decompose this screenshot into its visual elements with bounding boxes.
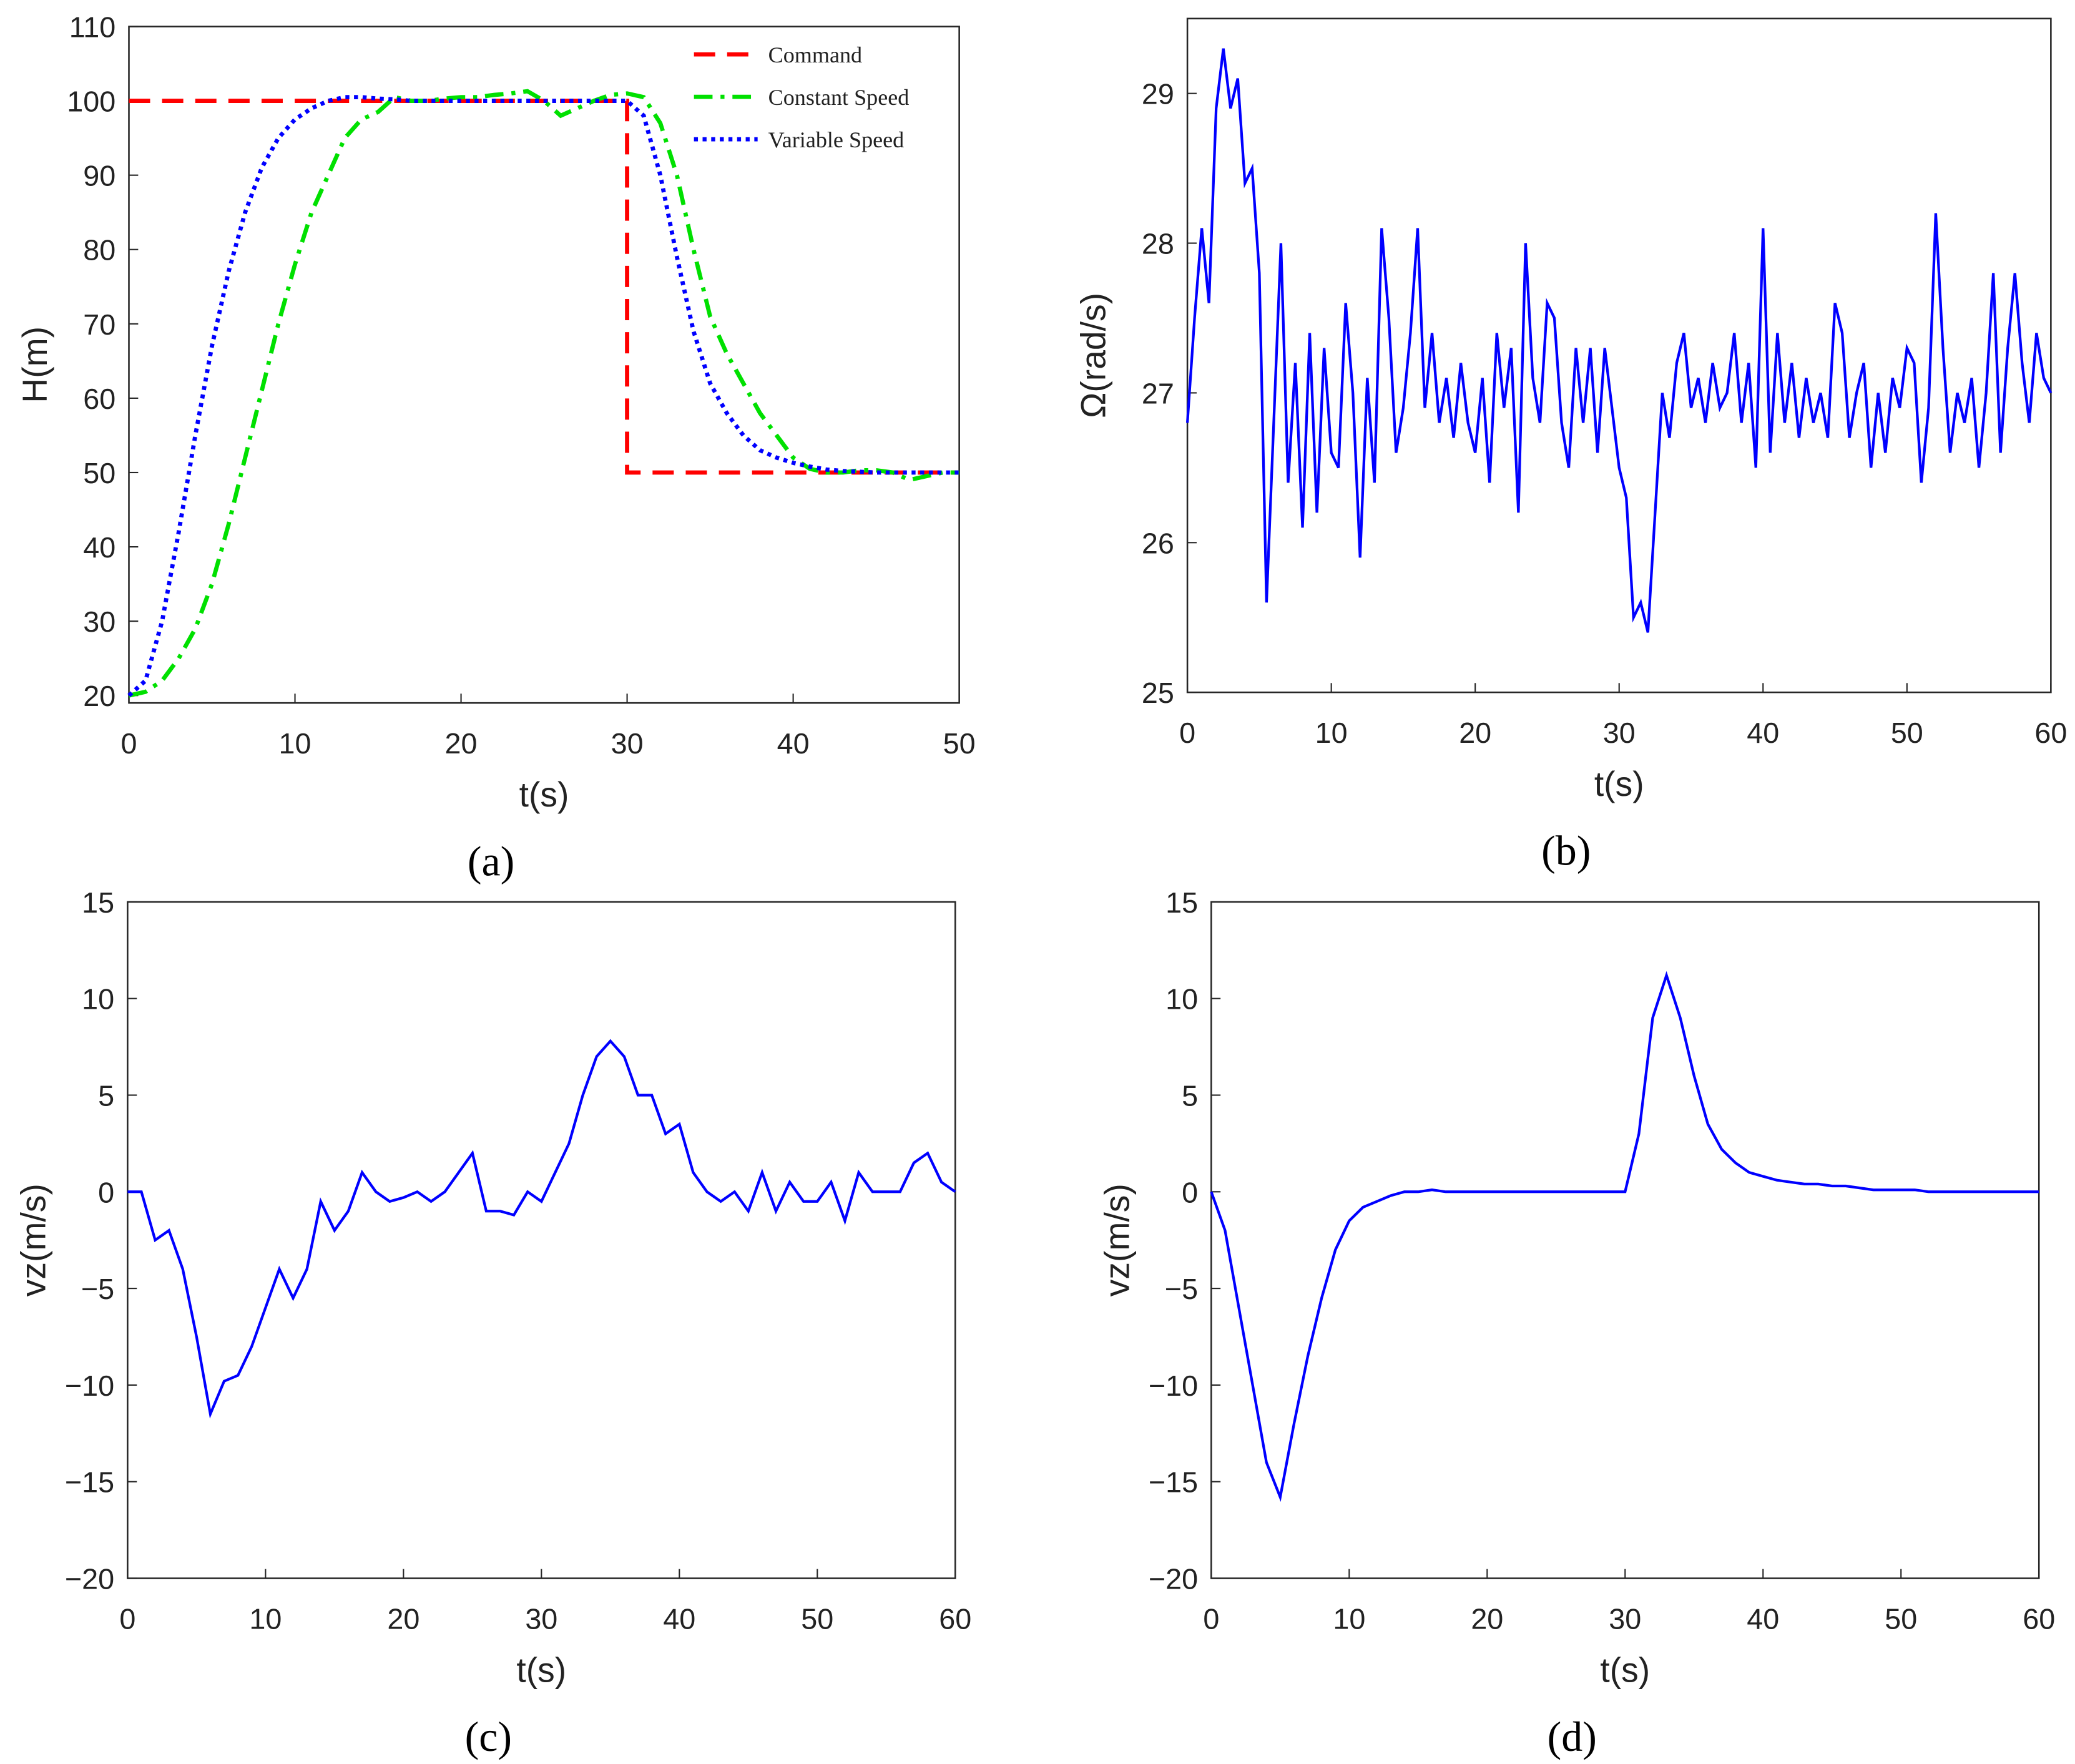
y-tick-label: −20 — [65, 1563, 114, 1595]
x-tick-label: 40 — [1747, 717, 1779, 749]
y-tick-label: 5 — [98, 1079, 114, 1112]
x-tick-label: 20 — [387, 1602, 419, 1635]
x-tick-label: 20 — [445, 727, 478, 760]
x-tick-label: 50 — [1891, 717, 1923, 749]
data-line — [1210, 971, 2039, 1502]
y-tick-label: 90 — [83, 160, 115, 192]
plot-area — [128, 26, 960, 704]
x-tick-label: 20 — [1459, 717, 1491, 749]
x-tick-label: 10 — [1333, 1602, 1365, 1635]
y-tick-label: 50 — [83, 457, 115, 489]
legend-label: Command — [768, 42, 862, 67]
y-tick-label: 110 — [69, 11, 116, 43]
legend-label: Constant Speed — [768, 85, 910, 110]
y-tick-label: −20 — [1149, 1563, 1198, 1595]
x-tick-label: 50 — [801, 1602, 833, 1635]
y-tick-label: −5 — [1165, 1273, 1198, 1305]
y-tick-label: 80 — [83, 234, 115, 267]
y-tick-label: 30 — [83, 605, 115, 638]
y-tick-label: 20 — [83, 680, 115, 712]
x-tick-label: 40 — [777, 727, 810, 760]
data-line — [129, 99, 959, 475]
x-axis-label: t(s) — [516, 1650, 566, 1689]
x-tick-label: 10 — [1315, 717, 1348, 749]
y-axis-label: Ω(rad/s) — [1074, 293, 1112, 418]
y-tick-label: −15 — [65, 1466, 114, 1499]
x-tick-label: 60 — [2023, 1602, 2055, 1635]
y-axis-label: vz(m/s) — [1098, 1183, 1137, 1296]
data-line — [1185, 48, 2053, 633]
y-tick-label: 15 — [82, 886, 114, 919]
x-axis-label: t(s) — [1600, 1650, 1650, 1689]
y-tick-label: 25 — [1142, 677, 1174, 709]
x-tick-label: 30 — [1603, 717, 1636, 749]
caption: (c) — [465, 1713, 512, 1760]
caption: (b) — [1541, 826, 1591, 874]
plot-area — [1210, 901, 2040, 1579]
x-tick-label: 10 — [279, 727, 311, 760]
x-tick-label: 50 — [943, 727, 976, 760]
y-tick-label: −10 — [65, 1370, 114, 1402]
y-tick-label: 0 — [98, 1176, 114, 1208]
data-line — [127, 95, 959, 697]
y-tick-label: 15 — [1165, 886, 1198, 919]
x-tick-label: 60 — [2034, 717, 2067, 749]
x-tick-label: 0 — [119, 1602, 135, 1635]
caption: (a) — [468, 837, 514, 884]
data-line — [127, 1039, 956, 1419]
x-tick-label: 40 — [663, 1602, 695, 1635]
x-tick-label: 0 — [1203, 1602, 1219, 1635]
x-tick-label: 0 — [1179, 717, 1195, 749]
y-tick-label: 28 — [1142, 228, 1174, 260]
y-tick-label: 26 — [1142, 527, 1174, 559]
y-tick-label: 5 — [1182, 1079, 1198, 1112]
x-tick-label: 30 — [1609, 1602, 1641, 1635]
x-tick-label: 10 — [249, 1602, 282, 1635]
plot-area — [127, 901, 956, 1579]
x-axis-label: t(s) — [1594, 765, 1644, 803]
y-tick-label: −5 — [81, 1273, 114, 1305]
y-tick-label: 0 — [1182, 1176, 1198, 1208]
x-tick-label: 50 — [1885, 1602, 1917, 1635]
x-tick-label: 30 — [525, 1602, 557, 1635]
y-tick-label: 29 — [1142, 78, 1174, 110]
y-tick-label: 60 — [83, 383, 115, 415]
y-tick-label: 40 — [83, 531, 115, 564]
x-tick-label: 20 — [1471, 1602, 1503, 1635]
y-tick-label: 10 — [82, 983, 114, 1016]
y-axis-label: vz(m/s) — [14, 1183, 53, 1296]
legend-label: Variable Speed — [768, 127, 905, 152]
y-tick-label: 10 — [1165, 983, 1198, 1016]
y-tick-label: 70 — [83, 308, 115, 341]
x-axis-label: t(s) — [519, 775, 569, 814]
y-tick-label: −15 — [1149, 1466, 1198, 1499]
x-tick-label: 40 — [1747, 1602, 1779, 1635]
x-tick-label: 30 — [611, 727, 644, 760]
x-tick-label: 0 — [121, 727, 137, 760]
y-axis-label: H(m) — [16, 326, 54, 403]
plot-area — [1186, 17, 2052, 693]
y-tick-label: 100 — [67, 86, 115, 118]
y-tick-label: −10 — [1149, 1370, 1198, 1402]
x-tick-label: 60 — [939, 1602, 971, 1635]
y-tick-label: 27 — [1142, 377, 1174, 409]
caption: (d) — [1548, 1713, 1597, 1760]
